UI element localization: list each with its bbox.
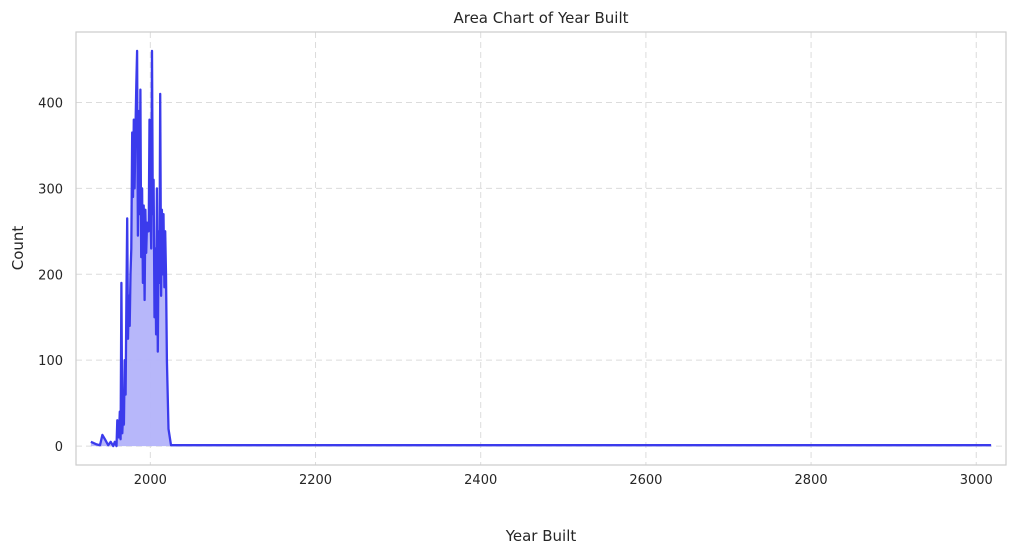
- y-axis-label: Count: [9, 226, 27, 271]
- area-line: [90, 49, 992, 448]
- x-tick-label: 2400: [464, 473, 497, 488]
- y-tick-label: 300: [38, 182, 63, 197]
- plot-frame: [75, 31, 1007, 466]
- x-axis-label: Year Built: [505, 527, 577, 545]
- x-tick-label: 2000: [134, 473, 167, 488]
- y-tick-label: 100: [38, 354, 63, 369]
- x-tick-label: 3000: [960, 473, 993, 488]
- chart-title: Area Chart of Year Built: [453, 9, 628, 27]
- x-tick-label: 2200: [299, 473, 332, 488]
- grid-lines: [76, 32, 1006, 465]
- y-tick-label: 200: [38, 268, 63, 283]
- area-fill: [90, 50, 992, 447]
- x-tick-label: 2600: [629, 473, 662, 488]
- x-tick-label: 2800: [795, 473, 828, 488]
- plot-area: [90, 49, 992, 448]
- axis-ticks: 2000 2200 2400 2600 2800 3000 0 100 200 300 400: [38, 96, 993, 488]
- y-tick-label: 400: [38, 96, 63, 111]
- y-tick-label: 0: [55, 440, 63, 455]
